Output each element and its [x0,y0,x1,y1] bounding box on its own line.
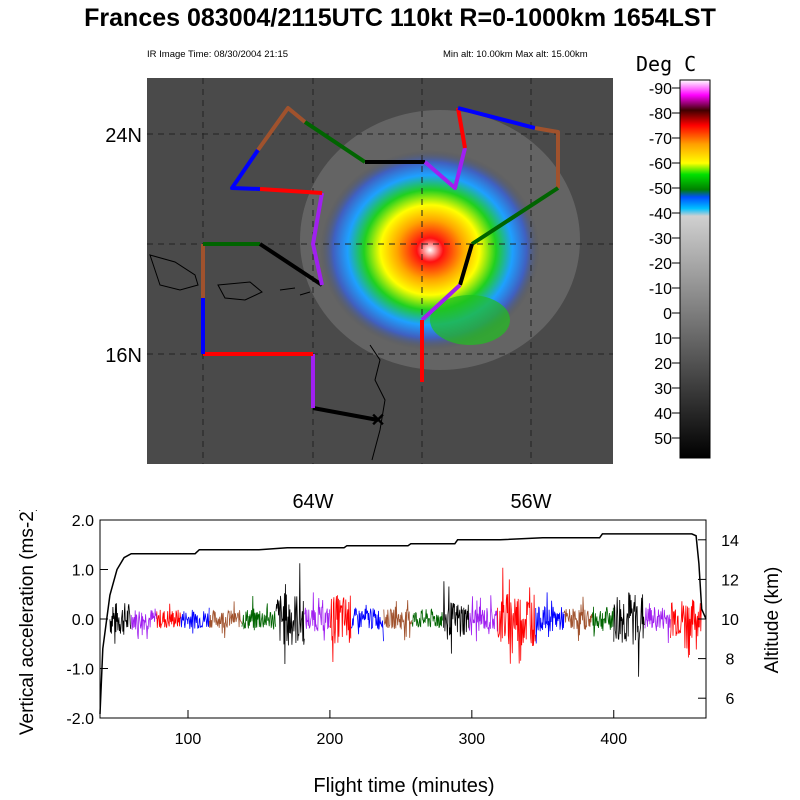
y-tick-label: -1.0 [66,662,94,679]
x-tick-label: 400 [600,731,627,748]
colorbar-labels: -90 -80 -70 -60 -50 -40 -30 -20 -10 0 10 20 30 40 50 [649,81,680,448]
acceleration-segment [443,581,470,654]
acceleration-traces [109,563,702,677]
acceleration-segment [468,595,498,642]
acceleration-segment [592,606,614,637]
acceleration-segment [670,599,702,658]
right-y-tick-label: 8 [726,652,735,669]
right-y-tick-label: 12 [721,572,739,589]
acceleration-segment [208,601,242,639]
colorbar-tick-label: -90 [649,81,672,98]
colorbar-tick-label: -20 [649,256,672,273]
x-tick-label: 300 [458,731,485,748]
colorbar-tick-label: -70 [649,131,672,148]
acceleration-segment [329,595,352,663]
x-tick-label: 100 [175,731,202,748]
x-marker-icon: ✕ [370,410,385,430]
colorbar-tick-label: -10 [649,281,672,298]
acceleration-segment [411,608,444,628]
lon-label-64w: 64W [292,491,333,513]
acceleration-segment [156,603,181,629]
acceleration-segment [241,595,277,631]
altitude-line [99,533,707,715]
x-tick-label: 200 [317,731,344,748]
lat-label-24n: 24N [105,125,142,147]
y-tick-label: 0.0 [72,612,94,629]
acceleration-segment [497,567,536,664]
y-axis-title: Vertical acceleration (ms-2) [17,510,38,735]
colorbar-tick-label: 40 [654,406,672,423]
acceleration-segment [304,592,331,641]
coastlines [149,254,386,461]
acceleration-chart: 100 200 300 400 2.0 1.0 0.0 -1.0 -2.0 14 12 10 8 6 Fl… [17,510,783,797]
acceleration-segment [383,600,413,641]
acceleration-segment [563,596,593,642]
acceleration-segment [350,604,384,642]
ir-image-time-label: IR Image Time: 08/30/2004 21:15 [147,49,289,60]
colorbar-tick-label: -30 [649,231,672,248]
acceleration-segment [535,592,565,644]
colorbar-tick-label: 0 [663,306,672,323]
colorbar-tick-label: 30 [654,381,672,398]
colorbar-tick-label: 10 [654,331,672,348]
y-tick-label: 1.0 [72,563,94,580]
colorbar-tick-label: 50 [654,431,672,448]
colorbar-tick-label: -40 [649,206,672,223]
right-y-axis-title: Altitude (km) [762,567,783,674]
right-y-tick-label: 14 [721,533,739,550]
acceleration-segment [644,603,671,644]
right-y-tick-label: 10 [721,612,739,629]
lat-label-16n: 16N [105,345,142,367]
colorbar-title: Deg C [636,52,697,76]
flight-track [201,106,560,422]
acceleration-segment [130,608,157,640]
y-tick-label: -2.0 [66,711,94,728]
acceleration-segment [275,563,305,665]
colorbar-tick-label: -60 [649,156,672,173]
chart-title: Frances 083004/2115UTC 110kt R=0-1000km … [84,4,716,32]
colorbar-tick-label: 20 [654,356,672,373]
colorbar-tick-label: -50 [649,181,672,198]
x-axis-title: Flight time (minutes) [313,775,494,797]
colorbar [679,79,711,459]
lon-label-56w: 56W [510,491,551,513]
satellite-map: ✕ 24N 16N 64W 56W -90-80-70-60-50-40-30-… [105,78,711,513]
colorbar-tick-label: -80 [649,106,672,123]
altitude-range-label: Min alt: 10.00km Max alt: 15.00km [443,49,588,60]
acceleration-segment [180,607,210,634]
axes-ticks: 100 200 300 400 2.0 1.0 0.0 -1.0 -2.0 14 12 10 8 6 [66,513,739,748]
y-tick-label: 2.0 [72,513,94,530]
acceleration-segment [109,603,132,644]
right-y-tick-label: 6 [726,691,735,708]
acceleration-segment [613,592,645,677]
